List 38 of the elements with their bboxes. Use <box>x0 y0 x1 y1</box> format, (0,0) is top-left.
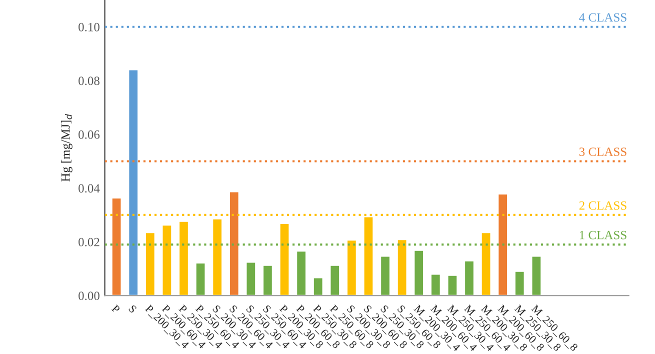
bar <box>446 274 458 296</box>
x-tick-label: P <box>111 304 120 314</box>
bar <box>262 264 274 296</box>
bar <box>278 222 290 296</box>
x-tick-label: S <box>128 304 137 314</box>
y-tick-label: 0.10 <box>78 22 100 32</box>
bar <box>396 238 408 296</box>
bar <box>430 273 442 296</box>
y-tick-label: 0.00 <box>78 292 100 300</box>
ref-line-label: 1 CLASS <box>580 230 626 240</box>
y-tick-label: 0.04 <box>78 184 100 193</box>
bar <box>464 260 475 296</box>
y-axis-title: Hg [mg/MJ]$_{d}$ <box>61 114 72 182</box>
bar <box>413 249 424 296</box>
ref-line-label: 4 CLASS <box>579 13 626 22</box>
bar <box>497 193 508 296</box>
bar <box>110 197 122 296</box>
bar <box>161 224 173 296</box>
bar <box>480 232 492 296</box>
y-tick-label: 0.08 <box>78 76 100 86</box>
bar <box>194 262 206 296</box>
bar <box>228 190 240 296</box>
bar <box>346 239 358 296</box>
bar <box>144 232 156 296</box>
bar <box>212 218 223 296</box>
bar <box>178 220 190 296</box>
bar <box>530 255 542 296</box>
y-tick-label: 0.02 <box>78 238 100 246</box>
y-tick-label: 0.06 <box>78 130 100 139</box>
bar <box>296 250 307 296</box>
bar <box>312 276 324 296</box>
bar <box>514 270 526 296</box>
bar <box>245 261 256 296</box>
bar <box>329 264 340 296</box>
bar <box>128 68 139 296</box>
ref-line-label: 3 CLASS <box>579 148 626 156</box>
ref-line-label: 2 CLASS <box>579 201 626 210</box>
bar <box>380 255 391 296</box>
